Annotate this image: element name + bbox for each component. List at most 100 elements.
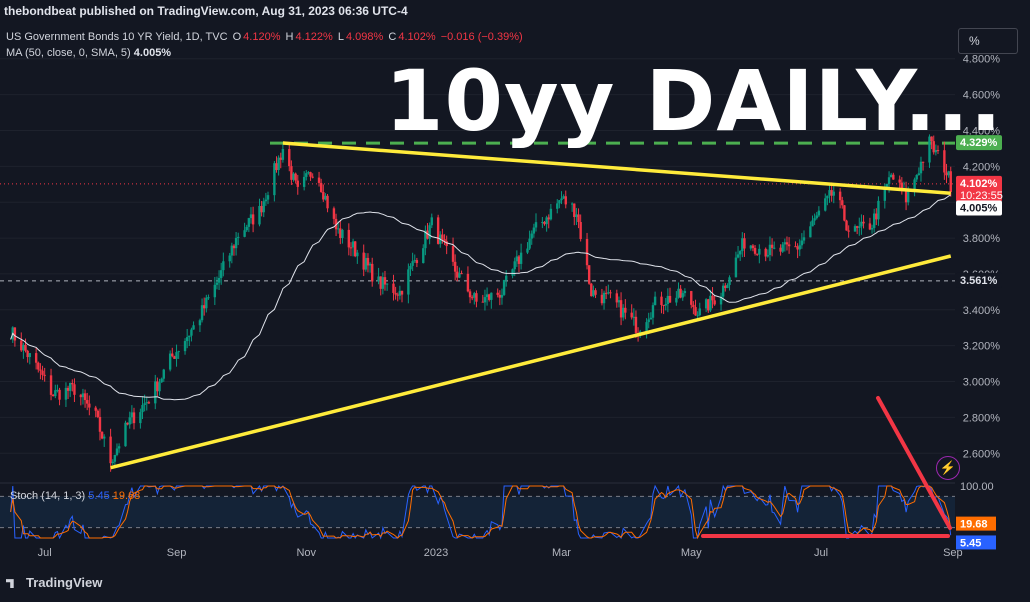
candle-body bbox=[413, 260, 416, 262]
candle-body bbox=[694, 307, 697, 316]
candle-body bbox=[868, 223, 872, 230]
candle-body bbox=[913, 179, 916, 191]
candle-body bbox=[811, 220, 814, 227]
candle-body bbox=[341, 229, 344, 238]
candle-body bbox=[860, 221, 863, 227]
candle-body bbox=[66, 387, 70, 391]
candle-body bbox=[511, 269, 514, 276]
stoch-band-fill bbox=[0, 496, 955, 528]
stoch-legend[interactable]: Stoch (14, 1, 3) 5.45 19.68 bbox=[10, 490, 140, 502]
candle-body bbox=[273, 163, 276, 196]
candle-body bbox=[113, 454, 117, 462]
lightning-icon[interactable]: ⚡ bbox=[936, 456, 960, 480]
candle-body bbox=[158, 382, 161, 392]
change-value: −0.016 (−0.39%) bbox=[440, 31, 523, 43]
ma-legend-value: 4.005% bbox=[133, 47, 172, 59]
candle-body bbox=[562, 196, 565, 199]
candle-body bbox=[647, 319, 650, 323]
candle-body bbox=[396, 294, 399, 296]
candle-body bbox=[322, 191, 325, 200]
last-price-label-bg bbox=[956, 175, 1002, 202]
candle-body bbox=[621, 307, 625, 318]
candle-body bbox=[547, 217, 550, 220]
candle-body bbox=[753, 247, 757, 254]
candle-body bbox=[309, 172, 312, 177]
candle-body bbox=[34, 353, 38, 363]
candle-body bbox=[749, 245, 753, 249]
tradingview-brand[interactable]: TradingView bbox=[6, 575, 102, 590]
annotation-lines bbox=[0, 141, 955, 282]
candle-body bbox=[281, 149, 285, 160]
candle-body bbox=[168, 353, 172, 370]
candle-body bbox=[20, 340, 23, 351]
candle-body bbox=[237, 236, 240, 238]
candle-body bbox=[594, 290, 597, 295]
stoch-d-value: 19.68 bbox=[112, 490, 141, 502]
support-axis-label: 3.561% bbox=[960, 275, 998, 287]
candle-body bbox=[498, 294, 502, 298]
candle-body bbox=[617, 300, 621, 303]
candle-body bbox=[349, 247, 353, 249]
candle-body bbox=[64, 387, 68, 400]
candle-body bbox=[600, 294, 604, 304]
ma50-line bbox=[10, 194, 951, 401]
candle-body bbox=[458, 273, 461, 278]
candle-body bbox=[453, 261, 457, 272]
candle-body bbox=[534, 222, 538, 228]
chart-title-annotation: 10yy DAILY... bbox=[385, 52, 1003, 150]
candle-body bbox=[68, 382, 72, 391]
candle-body bbox=[651, 305, 655, 318]
candle-body bbox=[364, 257, 368, 270]
candle-body bbox=[668, 295, 672, 303]
candle-body bbox=[487, 294, 491, 300]
ma-legend[interactable]: MA (50, close, 0, SMA, 5) 4.005% bbox=[6, 47, 171, 59]
candle-body bbox=[54, 390, 57, 397]
candle-body bbox=[915, 175, 918, 180]
symbol-legend[interactable]: US Government Bonds 10 YR Yield, 1D, TVC… bbox=[6, 31, 525, 43]
candle-body bbox=[679, 288, 682, 298]
candle-body bbox=[379, 276, 382, 289]
candle-body bbox=[709, 295, 712, 311]
candle-body bbox=[126, 422, 129, 425]
candle-body bbox=[354, 241, 357, 257]
low-value: 4.098% bbox=[346, 31, 384, 43]
last-price-label: 4.102% bbox=[960, 178, 998, 190]
candle-body bbox=[428, 225, 431, 239]
candle-body bbox=[445, 241, 448, 247]
percent-scale-button[interactable]: % bbox=[958, 28, 1018, 54]
support-axis-label-bg bbox=[956, 272, 1002, 288]
candle-body bbox=[100, 431, 104, 439]
candle-body bbox=[317, 177, 321, 183]
candle-body bbox=[288, 149, 291, 167]
candle-body bbox=[824, 198, 827, 211]
stoch-d-axis-label: 19.68 bbox=[960, 519, 988, 531]
candle-body bbox=[779, 247, 782, 252]
ma-series bbox=[10, 194, 951, 401]
candle-body bbox=[336, 228, 340, 230]
time-tick-label: Mar bbox=[552, 547, 571, 559]
candle-body bbox=[764, 248, 767, 257]
trendline-upper bbox=[282, 141, 951, 195]
candle-body bbox=[900, 182, 904, 191]
candle-body bbox=[853, 226, 857, 232]
candle-body bbox=[473, 293, 476, 298]
candle-body bbox=[698, 308, 701, 316]
candle-body bbox=[907, 190, 910, 203]
candle-body bbox=[96, 410, 100, 417]
price-tick-label: 3.200% bbox=[963, 341, 1001, 353]
ma50-axis-label: 4.005% bbox=[960, 202, 998, 214]
time-tick-label: Jul bbox=[38, 547, 52, 559]
candle-body bbox=[838, 191, 842, 201]
time-tick-label: 2023 bbox=[424, 547, 448, 559]
candle-body bbox=[124, 422, 127, 447]
ma-legend-label: MA (50, close, 0, SMA, 5) bbox=[6, 47, 131, 59]
candle-body bbox=[768, 244, 772, 256]
candle-body bbox=[307, 172, 310, 174]
price-grid bbox=[0, 58, 955, 454]
trendline-lower bbox=[110, 254, 952, 470]
stoch-d-axis-label-bg bbox=[956, 516, 996, 531]
candle-body bbox=[326, 195, 329, 209]
candle-body bbox=[843, 205, 846, 221]
candle-body bbox=[885, 183, 889, 187]
